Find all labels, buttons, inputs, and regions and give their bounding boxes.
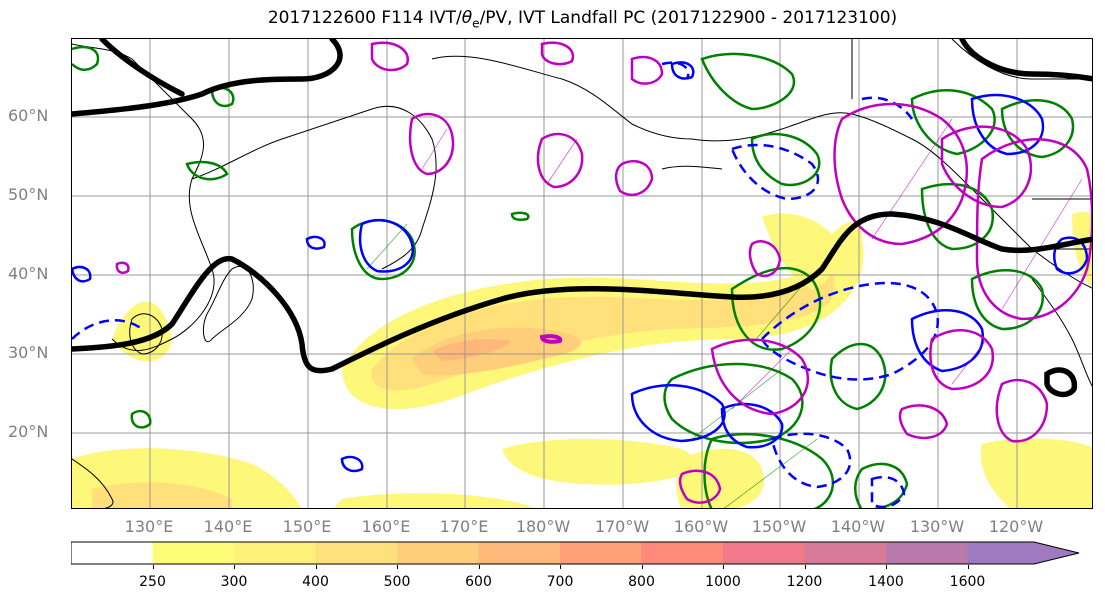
colorbar-segment: [397, 542, 479, 564]
pv-contours: [72, 39, 1092, 398]
colorbar-tick-label: 700: [546, 574, 574, 590]
title-main: 2017122600 F114 IVT/: [267, 8, 462, 28]
colorbar-tick-label: 1000: [705, 574, 741, 590]
lon-label-140e: 140°E: [203, 517, 253, 536]
colorbar-outline: [71, 541, 1080, 565]
colorbar-tick: [560, 565, 561, 569]
colorbar-tick-label: 1400: [868, 574, 904, 590]
coastlines: [72, 39, 1092, 508]
colorbar-segment: [723, 542, 805, 564]
colorbar-tick-label: 250: [139, 574, 166, 590]
colorbar-segment: [560, 542, 642, 564]
map-title: 2017122600 F114 IVT/θe/PV, IVT Landfall …: [0, 8, 1105, 30]
lon-label-150e: 150°E: [282, 517, 332, 536]
colorbar-tick: [478, 565, 480, 569]
colorbar-tick: [804, 565, 806, 569]
lat-label-60n: 60°N: [8, 106, 49, 125]
lat-label-20n: 20°N: [8, 422, 49, 441]
colorbar-segment: [886, 542, 968, 564]
lon-label-130w: 130°W: [909, 517, 965, 536]
colorbar-segments: [71, 541, 1080, 565]
colorbar-segment: [315, 542, 397, 564]
magenta-hatching: [421, 118, 1083, 410]
lon-label-120w: 120°W: [988, 517, 1044, 536]
colorbar-segment: [71, 542, 153, 564]
colorbar-segment: [804, 542, 886, 564]
lat-label-30n: 30°N: [8, 343, 49, 362]
colorbar-tick-label: 500: [383, 574, 411, 590]
colorbar-tick-label: 600: [465, 574, 492, 590]
colorbar-tick-label: 1200: [786, 574, 823, 590]
lon-label-140w: 140°W: [830, 517, 886, 536]
colorbar-tick: [886, 565, 887, 569]
title-subscript: e: [472, 16, 480, 31]
colorbar-tick: [397, 565, 398, 569]
colorbar-segment: [234, 542, 316, 564]
colorbar-tick: [234, 565, 235, 569]
map-canvas: [72, 39, 1092, 508]
title-theta: θ: [461, 8, 473, 28]
colorbar-extend-arrow: [967, 542, 1079, 564]
lon-label-160e: 160°E: [361, 517, 411, 536]
lon-label-170e: 170°E: [439, 517, 489, 536]
lon-label-180w: 180°W: [515, 517, 571, 536]
graticule: [72, 39, 1092, 508]
colorbar: [71, 541, 1080, 565]
colorbar-tick: [315, 565, 317, 569]
lon-label-150w: 150°W: [751, 517, 807, 536]
colorbar-tick-label: 800: [628, 574, 655, 590]
colorbar-segment: [478, 542, 560, 564]
colorbar-tick: [723, 565, 724, 569]
green-contours: [72, 45, 1075, 508]
colorbar-tick: [641, 565, 643, 569]
colorbar-tick: [967, 565, 969, 569]
lat-label-40n: 40°N: [8, 264, 49, 283]
colorbar-tick-label: 400: [302, 574, 329, 590]
lat-label-50n: 50°N: [8, 185, 49, 204]
lon-label-170w: 170°W: [594, 517, 650, 536]
colorbar-segment: [152, 542, 234, 564]
title-rest: /PV, IVT Landfall PC (2017122900 - 20171…: [479, 8, 898, 28]
colorbar-tick-label: 300: [220, 574, 248, 590]
ivt-shading: [72, 211, 1092, 508]
colorbar-segment: [641, 542, 723, 564]
colorbar-tick-label: 1600: [949, 574, 986, 590]
lon-label-160w: 160°W: [673, 517, 729, 536]
lon-label-130e: 130°E: [124, 517, 174, 536]
magenta-contours: [115, 41, 1092, 504]
map-panel: [71, 38, 1093, 509]
colorbar-tick: [152, 565, 154, 569]
